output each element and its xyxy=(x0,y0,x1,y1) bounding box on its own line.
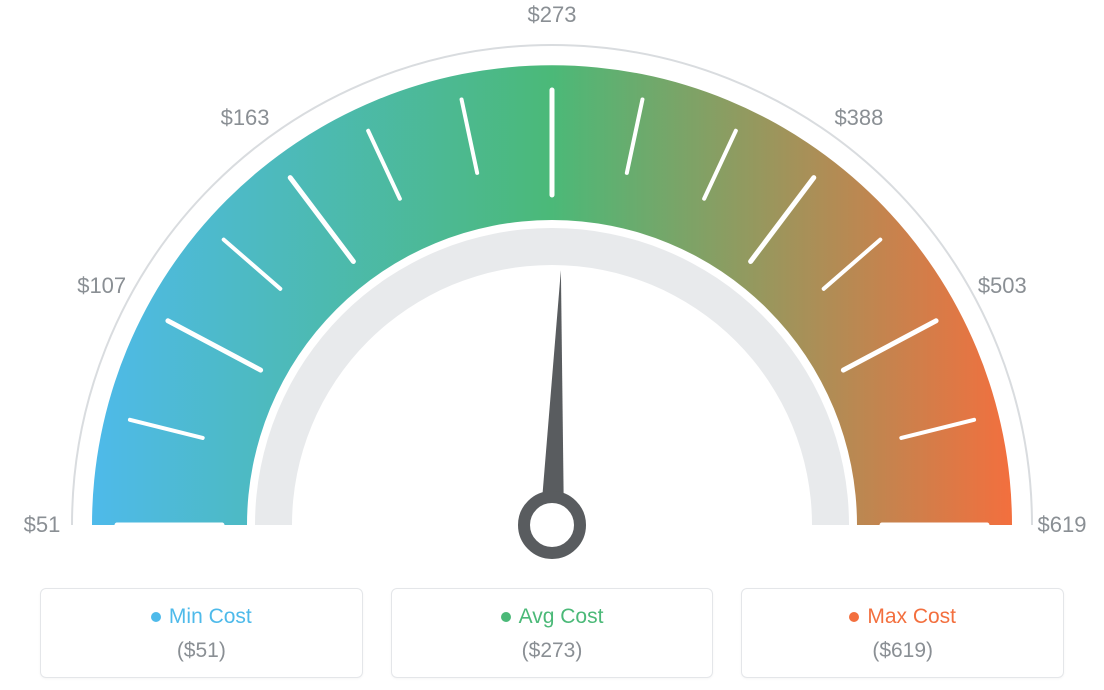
gauge-tick-label: $619 xyxy=(1038,512,1087,538)
legend-dot-min xyxy=(151,612,161,622)
legend-dot-max xyxy=(849,612,859,622)
gauge-tick-label: $163 xyxy=(221,105,270,131)
legend-dot-avg xyxy=(501,612,511,622)
legend-title-avg: Avg Cost xyxy=(501,605,604,629)
gauge-tick-label: $51 xyxy=(24,512,61,538)
gauge-needle xyxy=(540,270,564,525)
gauge-tick-label: $503 xyxy=(978,273,1027,299)
legend-label-min: Min Cost xyxy=(169,605,252,629)
gauge-tick-label: $107 xyxy=(77,273,126,299)
legend-title-min: Min Cost xyxy=(151,605,252,629)
gauge-tick-label: $273 xyxy=(528,2,577,28)
legend-title-max: Max Cost xyxy=(849,605,956,629)
legend-card-min: Min Cost ($51) xyxy=(40,588,363,678)
legend-card-avg: Avg Cost ($273) xyxy=(391,588,714,678)
cost-gauge-chart: $51 $107 $163 $273 $388 $503 $619 xyxy=(0,0,1104,560)
legend-row: Min Cost ($51) Avg Cost ($273) Max Cost … xyxy=(40,588,1064,678)
legend-value-min: ($51) xyxy=(51,639,352,663)
legend-label-max: Max Cost xyxy=(867,605,956,629)
gauge-needle-hub xyxy=(524,497,580,553)
legend-card-max: Max Cost ($619) xyxy=(741,588,1064,678)
legend-label-avg: Avg Cost xyxy=(519,605,604,629)
gauge-tick-label: $388 xyxy=(834,105,883,131)
legend-value-max: ($619) xyxy=(752,639,1053,663)
gauge-svg xyxy=(0,0,1104,560)
legend-value-avg: ($273) xyxy=(402,639,703,663)
